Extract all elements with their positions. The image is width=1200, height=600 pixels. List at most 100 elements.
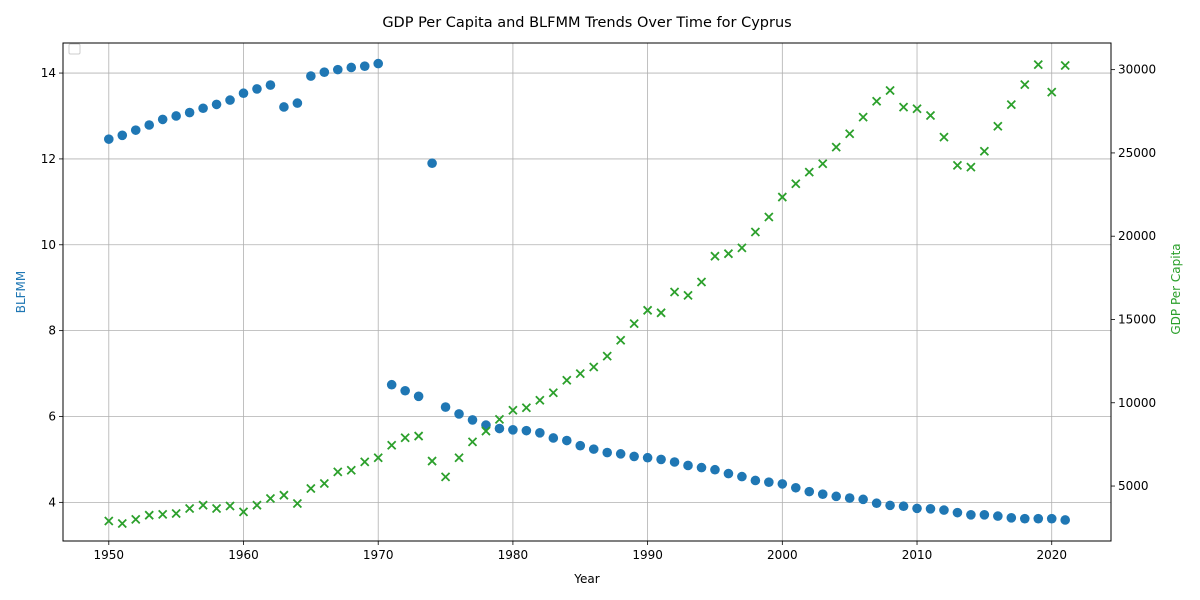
- grid: [63, 43, 1111, 541]
- blfmm-point: [683, 460, 693, 471]
- gdp-point: [723, 249, 734, 259]
- blfmm-point: [575, 440, 586, 451]
- gdp-point: [750, 227, 761, 237]
- gdp-point: [400, 433, 410, 443]
- gdp-point: [831, 142, 841, 152]
- blfmm-point: [642, 452, 653, 463]
- gdp-point: [898, 102, 909, 112]
- blfmm-point: [144, 120, 155, 130]
- blfmm-point: [535, 428, 545, 438]
- y-axis-left-label: BLFMM: [14, 271, 28, 314]
- y-left-tick-label: 4: [48, 495, 56, 509]
- blfmm-point: [723, 468, 734, 479]
- gdp-point: [333, 467, 343, 477]
- gdp-point: [373, 453, 383, 463]
- y-right-tick-label: 25000: [1118, 146, 1156, 160]
- gdp-point: [548, 388, 558, 398]
- gdp-point: [535, 395, 545, 405]
- blfmm-point: [939, 505, 949, 515]
- gdp-point: [454, 453, 464, 463]
- gdp-point: [387, 440, 397, 450]
- plot-frame: [62, 42, 1112, 542]
- gdp-series: [104, 60, 1070, 529]
- blfmm-point: [696, 462, 707, 473]
- gdp-point: [360, 457, 370, 467]
- gdp-point: [292, 498, 303, 509]
- gdp-point: [211, 503, 222, 514]
- blfmm-point: [494, 423, 505, 434]
- gdp-point: [764, 212, 774, 222]
- gdp-point: [602, 351, 612, 361]
- blfmm-point: [427, 158, 437, 169]
- y-left-tick-label: 14: [41, 66, 56, 80]
- y-axis-right-label: GDP Per Capita: [1169, 243, 1183, 334]
- y-axis-right: 5000 10000 15000 20000 25000 30000: [1111, 63, 1156, 493]
- blfmm-point: [1033, 513, 1044, 524]
- gdp-point: [589, 362, 599, 372]
- blfmm-point: [454, 409, 464, 419]
- blfmm-point: [225, 95, 235, 105]
- y-right-tick-label: 15000: [1118, 312, 1156, 326]
- blfmm-point: [871, 498, 882, 509]
- blfmm-point: [184, 107, 195, 118]
- blfmm-point: [211, 99, 222, 110]
- blfmm-point: [359, 61, 370, 71]
- blfmm-point: [171, 111, 181, 121]
- blfmm-point: [279, 102, 289, 112]
- gdp-point: [521, 403, 532, 413]
- y-right-tick-label: 10000: [1118, 396, 1156, 410]
- gdp-point: [171, 508, 181, 519]
- gdp-point: [885, 85, 895, 96]
- gdp-point: [427, 456, 437, 466]
- gdp-point: [1020, 80, 1030, 90]
- gdp-point: [993, 121, 1003, 131]
- gdp-point: [804, 167, 814, 177]
- gdp-point: [966, 162, 976, 172]
- gdp-point: [737, 243, 747, 253]
- blfmm-point: [548, 433, 559, 443]
- gdp-point: [508, 405, 518, 415]
- blfmm-point: [629, 451, 639, 462]
- gdp-point: [616, 335, 626, 345]
- gdp-point: [629, 319, 639, 329]
- y-right-tick-label: 30000: [1118, 63, 1156, 77]
- gdp-point: [158, 509, 168, 519]
- blfmm-point: [979, 510, 990, 520]
- gdp-point: [683, 290, 693, 300]
- gdp-point: [642, 305, 653, 315]
- blfmm-point: [952, 507, 963, 518]
- gdp-point: [912, 104, 922, 114]
- gdp-point: [791, 179, 801, 189]
- y-left-tick-label: 12: [41, 152, 56, 166]
- gdp-point: [413, 431, 424, 441]
- blfmm-point: [588, 444, 599, 454]
- gdp-point: [845, 129, 855, 139]
- blfmm-point: [238, 88, 249, 99]
- blfmm-point: [265, 80, 276, 90]
- blfmm-point: [1006, 513, 1017, 523]
- gdp-point: [481, 426, 491, 436]
- blfmm-point: [306, 71, 316, 81]
- gdp-point: [144, 510, 154, 520]
- gdp-point: [818, 159, 828, 169]
- blfmm-point: [117, 130, 128, 141]
- blfmm-point: [130, 125, 141, 135]
- gdp-point: [710, 251, 720, 261]
- blfmm-point: [400, 385, 410, 396]
- y-left-tick-label: 10: [41, 238, 56, 252]
- blfmm-point: [656, 454, 666, 465]
- gdp-point: [198, 500, 208, 510]
- x-axis-label: Year: [573, 572, 599, 586]
- blfmm-point: [467, 415, 478, 425]
- gdp-point: [939, 132, 949, 142]
- x-tick-label: 1960: [228, 548, 259, 562]
- x-tick-label: 2010: [902, 548, 933, 562]
- gdp-point: [440, 472, 451, 482]
- blfmm-point: [912, 503, 922, 514]
- blfmm-point: [319, 67, 330, 77]
- gdp-point: [1033, 60, 1043, 70]
- blfmm-point: [1060, 515, 1071, 525]
- gdp-point: [562, 375, 572, 385]
